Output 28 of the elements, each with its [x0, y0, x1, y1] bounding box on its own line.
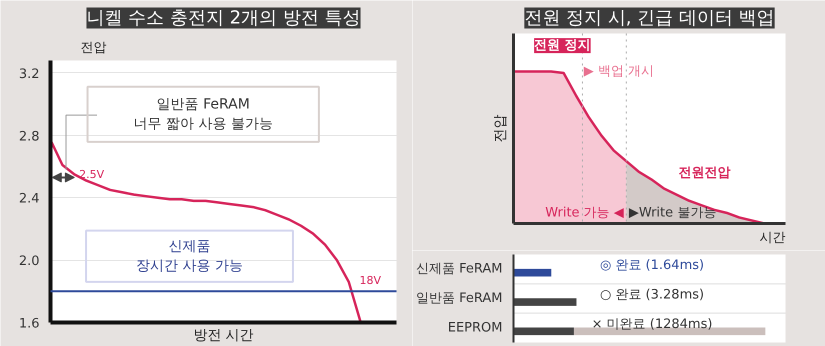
x-axis-title: 방전 시간 — [193, 328, 254, 344]
y-axis-title: 전압 — [492, 114, 508, 142]
y-tick-label: 신제품 FeRAM — [416, 262, 503, 277]
annotation: 18V — [360, 274, 382, 287]
y-tick-label: EEPROM — [448, 320, 502, 336]
annotation: × 미완료 (1284ms) — [592, 316, 712, 332]
text: 전원 정지 — [534, 38, 591, 54]
annotation: Write 가능 ◀ — [545, 205, 624, 220]
y-axis-title: 전압 — [80, 40, 106, 56]
y-tick-label: 2.4 — [18, 192, 40, 207]
annotation: ▶Write 불가능 — [628, 205, 716, 220]
annotation: ◎ 완료 (1.64ms) — [600, 258, 704, 274]
bar — [514, 268, 552, 276]
chart-title: 전원 정지 시, 긴급 데이터 백업 — [524, 8, 775, 28]
y-tick-label: 1.6 — [18, 316, 40, 332]
annotation: ▶ 백업 개시 — [584, 64, 654, 79]
bar — [514, 328, 574, 336]
y-tick-label: 2.8 — [18, 129, 40, 144]
y-tick-label: 2.0 — [18, 254, 40, 270]
y-tick-label: 3.2 — [18, 66, 40, 82]
x-axis-title: 시간 — [760, 230, 786, 246]
chart-title: 니켈 수소 충전지 2개의 방전 특성 — [86, 8, 361, 28]
annotation: ○ 완료 (3.28ms) — [600, 287, 704, 302]
y-tick-label: 일반품 FeRAM — [416, 291, 503, 306]
series-label: 전원전압 — [678, 166, 730, 181]
bar — [514, 298, 576, 306]
annotation: 일반품 FeRAM 너무 짧아 사용 불가능 — [134, 96, 273, 132]
annotation: 신제품 장시간 사용 가능 — [136, 238, 243, 274]
